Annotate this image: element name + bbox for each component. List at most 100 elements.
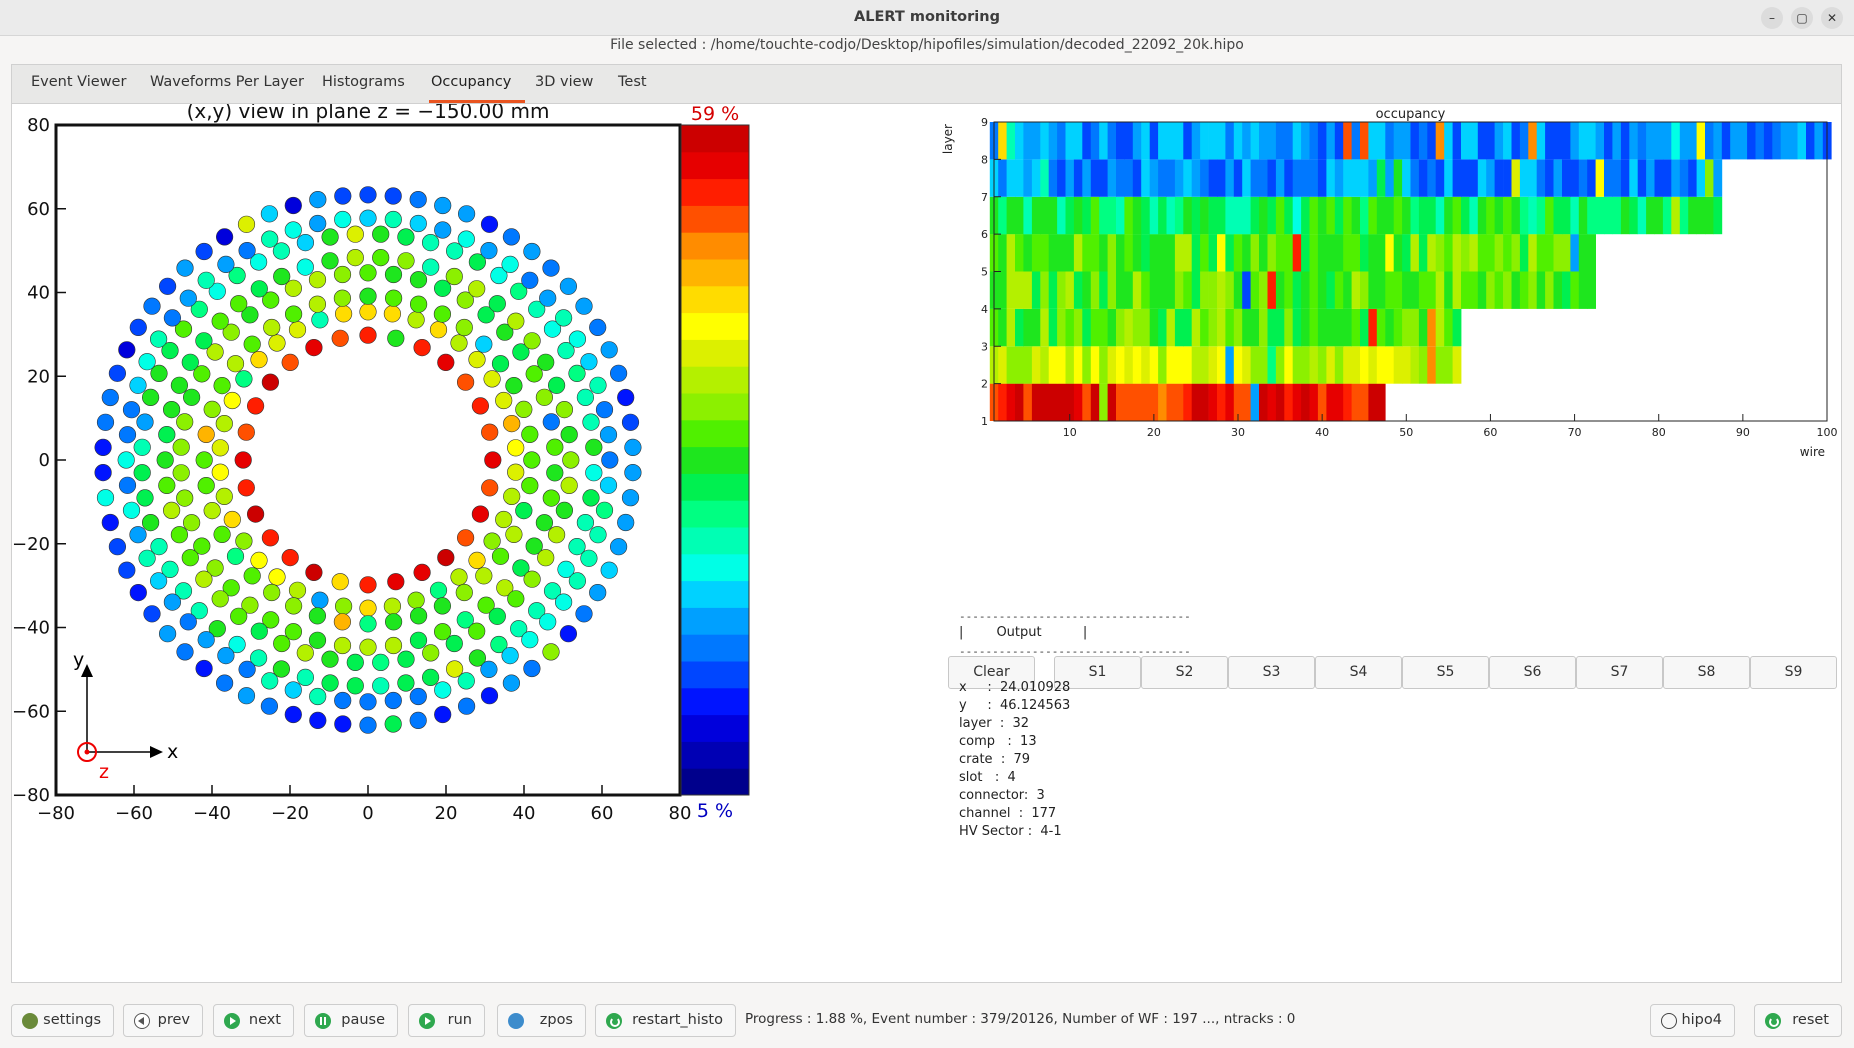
channel-cell[interactable] (150, 330, 168, 348)
occupancy-cell[interactable] (1023, 383, 1033, 421)
s5-button[interactable]: S5 (1402, 656, 1489, 689)
occupancy-cell[interactable] (1410, 196, 1420, 235)
channel-cell[interactable] (296, 668, 315, 687)
occupancy-cell[interactable] (1452, 346, 1462, 384)
channel-cell[interactable] (568, 364, 586, 383)
channel-cell[interactable] (384, 210, 402, 229)
channel-cell[interactable] (480, 242, 498, 260)
channel-cell[interactable] (523, 570, 541, 588)
occupancy-cell[interactable] (1284, 122, 1294, 160)
channel-cell[interactable] (309, 687, 327, 706)
channel-cell[interactable] (261, 529, 279, 547)
occupancy-cell[interactable] (1040, 271, 1050, 309)
occupancy-cell[interactable] (1604, 159, 1613, 197)
channel-cell[interactable] (535, 514, 554, 532)
occupancy-cell[interactable] (1519, 196, 1529, 235)
occupancy-cell[interactable] (1073, 346, 1083, 384)
occupancy-cell[interactable] (1418, 234, 1428, 272)
occupancy-cell[interactable] (1191, 271, 1201, 309)
channel-cell[interactable] (372, 653, 390, 672)
occupancy-heatmap[interactable]: occupancy 10 20 30 40 50 60 70 80 90 100 1 2 3 4 5 6 7 8 9 w… (12, 104, 1843, 654)
channel-cell[interactable] (172, 438, 190, 456)
hipo4-button[interactable]: hipo4 (1650, 1004, 1735, 1037)
occupancy-cell[interactable] (1132, 122, 1142, 160)
pause-button[interactable]: pause (304, 1004, 398, 1037)
occupancy-cell[interactable] (1427, 271, 1437, 309)
occupancy-cell[interactable] (1242, 383, 1251, 421)
tab-3d-view[interactable]: 3D view (535, 74, 594, 90)
occupancy-cell[interactable] (1191, 383, 1201, 421)
occupancy-cell[interactable] (1326, 383, 1336, 421)
channel-cell[interactable] (450, 568, 468, 586)
occupancy-cell[interactable] (1368, 271, 1378, 309)
channel-cell[interactable] (490, 635, 508, 654)
channel-cell[interactable] (555, 501, 574, 520)
channel-cell[interactable] (226, 547, 245, 565)
channel-cell[interactable] (108, 364, 126, 382)
occupancy-cell[interactable] (1562, 122, 1571, 160)
channel-cell[interactable] (284, 681, 302, 699)
occupancy-cell[interactable] (1200, 271, 1209, 309)
occupancy-cell[interactable] (1562, 159, 1571, 197)
occupancy-cell[interactable] (1275, 122, 1285, 160)
channel-cell[interactable] (284, 221, 302, 239)
channel-cell[interactable] (515, 400, 533, 419)
channel-cell[interactable] (243, 567, 261, 585)
channel-cell[interactable] (222, 579, 240, 597)
occupancy-cell[interactable] (1149, 196, 1159, 235)
channel-cell[interactable] (346, 249, 364, 267)
occupancy-cell[interactable] (1225, 159, 1235, 197)
occupancy-cell[interactable] (1814, 122, 1824, 160)
occupancy-cell[interactable] (998, 234, 1007, 272)
occupancy-cell[interactable] (1654, 122, 1664, 160)
occupancy-cell[interactable] (1057, 159, 1066, 197)
channel-cell[interactable] (230, 607, 248, 625)
occupancy-cell[interactable] (1217, 196, 1226, 235)
occupancy-cell[interactable] (1057, 383, 1066, 421)
channel-cell[interactable] (215, 415, 233, 433)
occupancy-cell[interactable] (1174, 271, 1184, 309)
occupancy-cell[interactable] (1376, 234, 1386, 272)
channel-cell[interactable] (521, 631, 539, 649)
occupancy-cell[interactable] (1006, 196, 1016, 235)
channel-cell[interactable] (101, 388, 119, 407)
channel-cell[interactable] (457, 672, 475, 690)
occupancy-cell[interactable] (1671, 122, 1681, 160)
channel-cell[interactable] (118, 341, 136, 359)
occupancy-cell[interactable] (1494, 234, 1504, 272)
occupancy-cell[interactable] (1469, 196, 1479, 235)
channel-cell[interactable] (331, 573, 349, 591)
occupancy-cell[interactable] (1116, 196, 1125, 235)
channel-cell[interactable] (505, 377, 523, 395)
channel-cell[interactable] (174, 320, 193, 338)
occupancy-cell[interactable] (1477, 122, 1487, 160)
occupancy-cell[interactable] (1090, 196, 1100, 235)
channel-cell[interactable] (501, 646, 519, 665)
channel-cell[interactable] (495, 510, 513, 529)
occupancy-cell[interactable] (1183, 271, 1193, 309)
occupancy-cell[interactable] (1587, 196, 1596, 235)
occupancy-cell[interactable] (1376, 159, 1386, 197)
channel-cell[interactable] (272, 660, 291, 678)
occupancy-cell[interactable] (1452, 234, 1462, 272)
occupancy-cell[interactable] (1217, 122, 1226, 160)
occupancy-cell[interactable] (1174, 346, 1184, 384)
prev-button[interactable]: prev (123, 1004, 203, 1037)
occupancy-cell[interactable] (1200, 308, 1209, 347)
occupancy-cell[interactable] (1705, 159, 1714, 197)
occupancy-cell[interactable] (1519, 271, 1529, 309)
s1-button[interactable]: S1 (1054, 656, 1141, 689)
occupancy-cell[interactable] (1031, 234, 1041, 272)
channel-cell[interactable] (477, 306, 495, 324)
channel-cell[interactable] (150, 572, 168, 590)
channel-cell[interactable] (296, 644, 314, 662)
occupancy-cell[interactable] (1402, 308, 1411, 347)
channel-cell[interactable] (230, 295, 248, 313)
occupancy-cell[interactable] (1090, 122, 1100, 160)
occupancy-cell[interactable] (1444, 122, 1453, 160)
occupancy-cell[interactable] (1132, 234, 1142, 272)
occupancy-cell[interactable] (1132, 346, 1142, 384)
occupancy-cell[interactable] (1132, 383, 1142, 421)
occupancy-cell[interactable] (1242, 308, 1251, 347)
occupancy-cell[interactable] (1570, 234, 1580, 272)
